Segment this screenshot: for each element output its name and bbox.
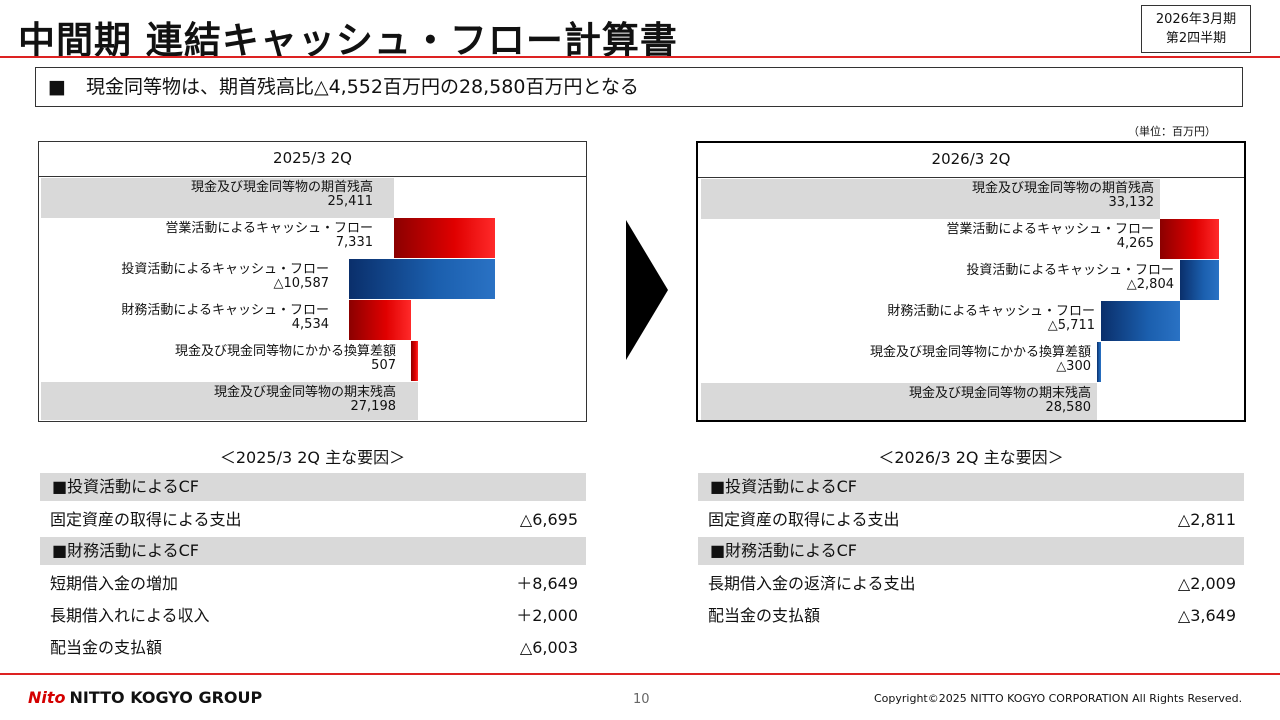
table-row: 配当金の支払額 △6,003 (50, 638, 578, 657)
waterfall-label: 現金及び現金同等物の期首残高 25,411 (190, 180, 373, 209)
table-row: 固定資産の取得による支出 △6,695 (50, 510, 578, 529)
panel-heading-2025: 2025/3 2Q (39, 142, 586, 177)
footer-divider (0, 673, 1280, 675)
page-title: 中間期 連結キャッシュ・フロー計算書 (18, 19, 678, 62)
period-line-1: 2026年3月期 (1155, 12, 1237, 27)
opening-balance-bar (701, 179, 1160, 219)
waterfall-label: 投資活動によるキャッシュ・フロー △10,587 (121, 262, 329, 291)
right-arrow-icon (626, 220, 668, 360)
unit-note: （単位：百万円） (1128, 125, 1216, 138)
waterfall-label: 現金及び現金同等物の期末残高 27,198 (213, 385, 396, 414)
waterfall-label: 現金及び現金同等物にかかる換算差額 507 (174, 344, 396, 373)
table-row: 短期借入金の増加 ＋8,649 (50, 574, 578, 593)
investing-cf-bar (349, 259, 495, 299)
operating-cf-bar (1160, 219, 1219, 259)
summary-bullet-icon: ■ (48, 76, 66, 98)
title-divider (0, 56, 1280, 58)
waterfall-label: 現金及び現金同等物にかかる換算差額 △300 (869, 345, 1091, 374)
panel-heading-2026: 2026/3 2Q (698, 143, 1244, 178)
section-heading-financing: ■財務活動によるCF (40, 537, 586, 565)
financing-cf-bar (1101, 301, 1180, 341)
logo-text: NITTO KOGYO GROUP (69, 688, 263, 707)
table-row: 長期借入金の返済による支出 △2,009 (708, 574, 1236, 593)
waterfall-label: 営業活動によるキャッシュ・フロー 4,265 (946, 222, 1154, 251)
page-number: 10 (633, 692, 650, 707)
waterfall-label: 財務活動によるキャッシュ・フロー 4,534 (121, 303, 329, 332)
waterfall-label: 財務活動によるキャッシュ・フロー △5,711 (887, 304, 1095, 333)
section-heading-investing: ■投資活動によるCF (40, 473, 586, 501)
summary-text: 現金同等物は、期首残高比△4,552百万円の28,580百万円となる (85, 76, 639, 98)
waterfall-panel-2026: 2026/3 2Q 現金及び現金同等物の期首残高 33,132 営業活動によるキャ… (696, 141, 1246, 422)
copyright-text: Copyright©2025 NITTO KOGYO CORPORATION A… (874, 692, 1243, 705)
opening-balance-bar (41, 178, 394, 218)
waterfall-label: 営業活動によるキャッシュ・フロー 7,331 (165, 221, 373, 250)
company-logo: Nito NITTO KOGYO GROUP (28, 688, 262, 707)
investing-cf-bar (1180, 260, 1219, 300)
factors-title-2025: ＜2025/3 2Q 主な要因＞ (219, 448, 406, 467)
fx-difference-bar (411, 341, 418, 381)
waterfall-label: 現金及び現金同等物の期首残高 33,132 (971, 181, 1154, 210)
waterfall-label: 現金及び現金同等物の期末残高 28,580 (908, 386, 1091, 415)
section-heading-investing: ■投資活動によるCF (698, 473, 1244, 501)
operating-cf-bar (394, 218, 495, 258)
period-line-2: 第2四半期 (1165, 31, 1227, 46)
fx-difference-bar (1097, 342, 1101, 382)
waterfall-label: 投資活動によるキャッシュ・フロー △2,804 (966, 263, 1174, 292)
closing-balance-bar (701, 383, 1097, 420)
closing-balance-bar (41, 382, 418, 420)
table-row: 配当金の支払額 △3,649 (708, 606, 1236, 625)
table-row: 固定資産の取得による支出 △2,811 (708, 510, 1236, 529)
period-badge: 2026年3月期 第2四半期 (1141, 5, 1251, 53)
summary-box: ■ 現金同等物は、期首残高比△4,552百万円の28,580百万円となる (35, 67, 1243, 107)
table-row: 長期借入れによる収入 ＋2,000 (50, 606, 578, 625)
financing-cf-bar (349, 300, 411, 340)
factors-title-2026: ＜2026/3 2Q 主な要因＞ (878, 448, 1064, 467)
waterfall-panel-2025: 2025/3 2Q 現金及び現金同等物の期首残高 25,411 営業活動によるキャ… (38, 141, 587, 422)
section-heading-financing: ■財務活動によるCF (698, 537, 1244, 565)
logo-mark-icon: Nito (28, 688, 66, 707)
